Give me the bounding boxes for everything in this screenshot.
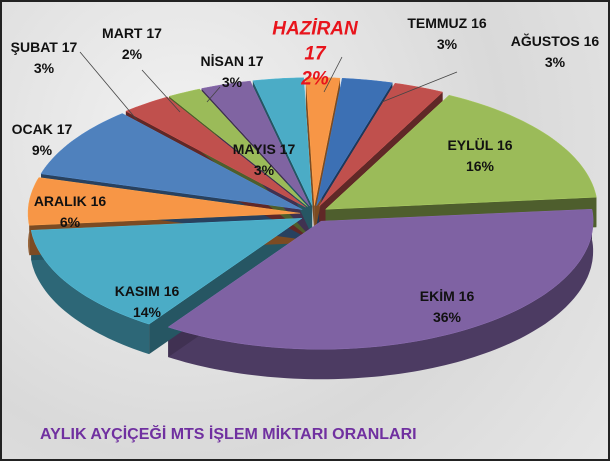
leader-line (206, 86, 221, 103)
slice (324, 94, 597, 210)
category-label: TEMMUZ 16 (407, 15, 487, 31)
slice-side (168, 209, 594, 380)
category-label: MAYIS 17 (232, 141, 296, 157)
category-label: MART 17 (102, 25, 162, 41)
leader-line (323, 56, 343, 93)
category-label: AĞUSTOS 16 (510, 33, 600, 49)
value-label: 3% (253, 162, 275, 178)
slice (40, 113, 303, 210)
slice (125, 96, 306, 208)
slice (168, 88, 308, 207)
category-label: KASIM 16 (114, 283, 180, 299)
value-label: 2% (301, 68, 329, 90)
slice (167, 208, 594, 350)
value-label: 14% (132, 304, 162, 320)
value-label: 3% (436, 36, 458, 52)
data-label: ARALIK 16 6% (34, 191, 106, 233)
data-label: OCAK 17 9% (12, 119, 73, 161)
value-label: 3% (221, 74, 243, 90)
slice-side (31, 230, 150, 355)
value-label: 2% (121, 46, 143, 62)
value-label: 9% (31, 142, 53, 158)
category-label: EKİM 16 (419, 288, 475, 304)
value-label: 3% (33, 60, 55, 76)
category-label: ARALIK 16 (33, 193, 107, 209)
data-label: AĞUSTOS 16 3% (511, 31, 599, 73)
data-label: EKİM 16 36% (420, 286, 474, 328)
value-label: 16% (465, 158, 495, 174)
data-label: NİSAN 17 3% (200, 51, 263, 93)
category-label: HAZİRAN 17 (272, 18, 358, 65)
slice (316, 78, 393, 206)
slice (252, 77, 313, 206)
data-label: HAZİRAN 17 2% (270, 17, 360, 92)
slice (27, 177, 301, 226)
data-label: MART 17 2% (102, 23, 162, 65)
category-label: EYLÜL 16 (447, 137, 513, 153)
category-label: NİSAN 17 (200, 53, 264, 69)
category-label: OCAK 17 (11, 121, 73, 137)
data-label: EYLÜL 16 16% (447, 135, 512, 177)
value-label: 6% (59, 214, 81, 230)
data-label: ŞUBAT 17 3% (11, 37, 78, 79)
data-label: TEMMUZ 16 3% (407, 13, 486, 55)
data-label: KASIM 16 14% (115, 281, 180, 323)
slice-side (305, 77, 315, 236)
leader-line (79, 51, 138, 121)
chart-title: AYLIK AYÇİÇEĞİ MTS İŞLEM MİKTARI ORANLAR… (40, 426, 417, 443)
slice (30, 218, 303, 325)
value-label: 36% (432, 309, 462, 325)
leader-line (141, 69, 181, 113)
leader-line (381, 71, 458, 103)
slice (305, 77, 341, 206)
slice (201, 80, 310, 207)
data-label: MAYIS 17 3% (233, 139, 296, 181)
category-label: ŞUBAT 17 (10, 39, 78, 55)
value-label: 3% (544, 54, 566, 70)
